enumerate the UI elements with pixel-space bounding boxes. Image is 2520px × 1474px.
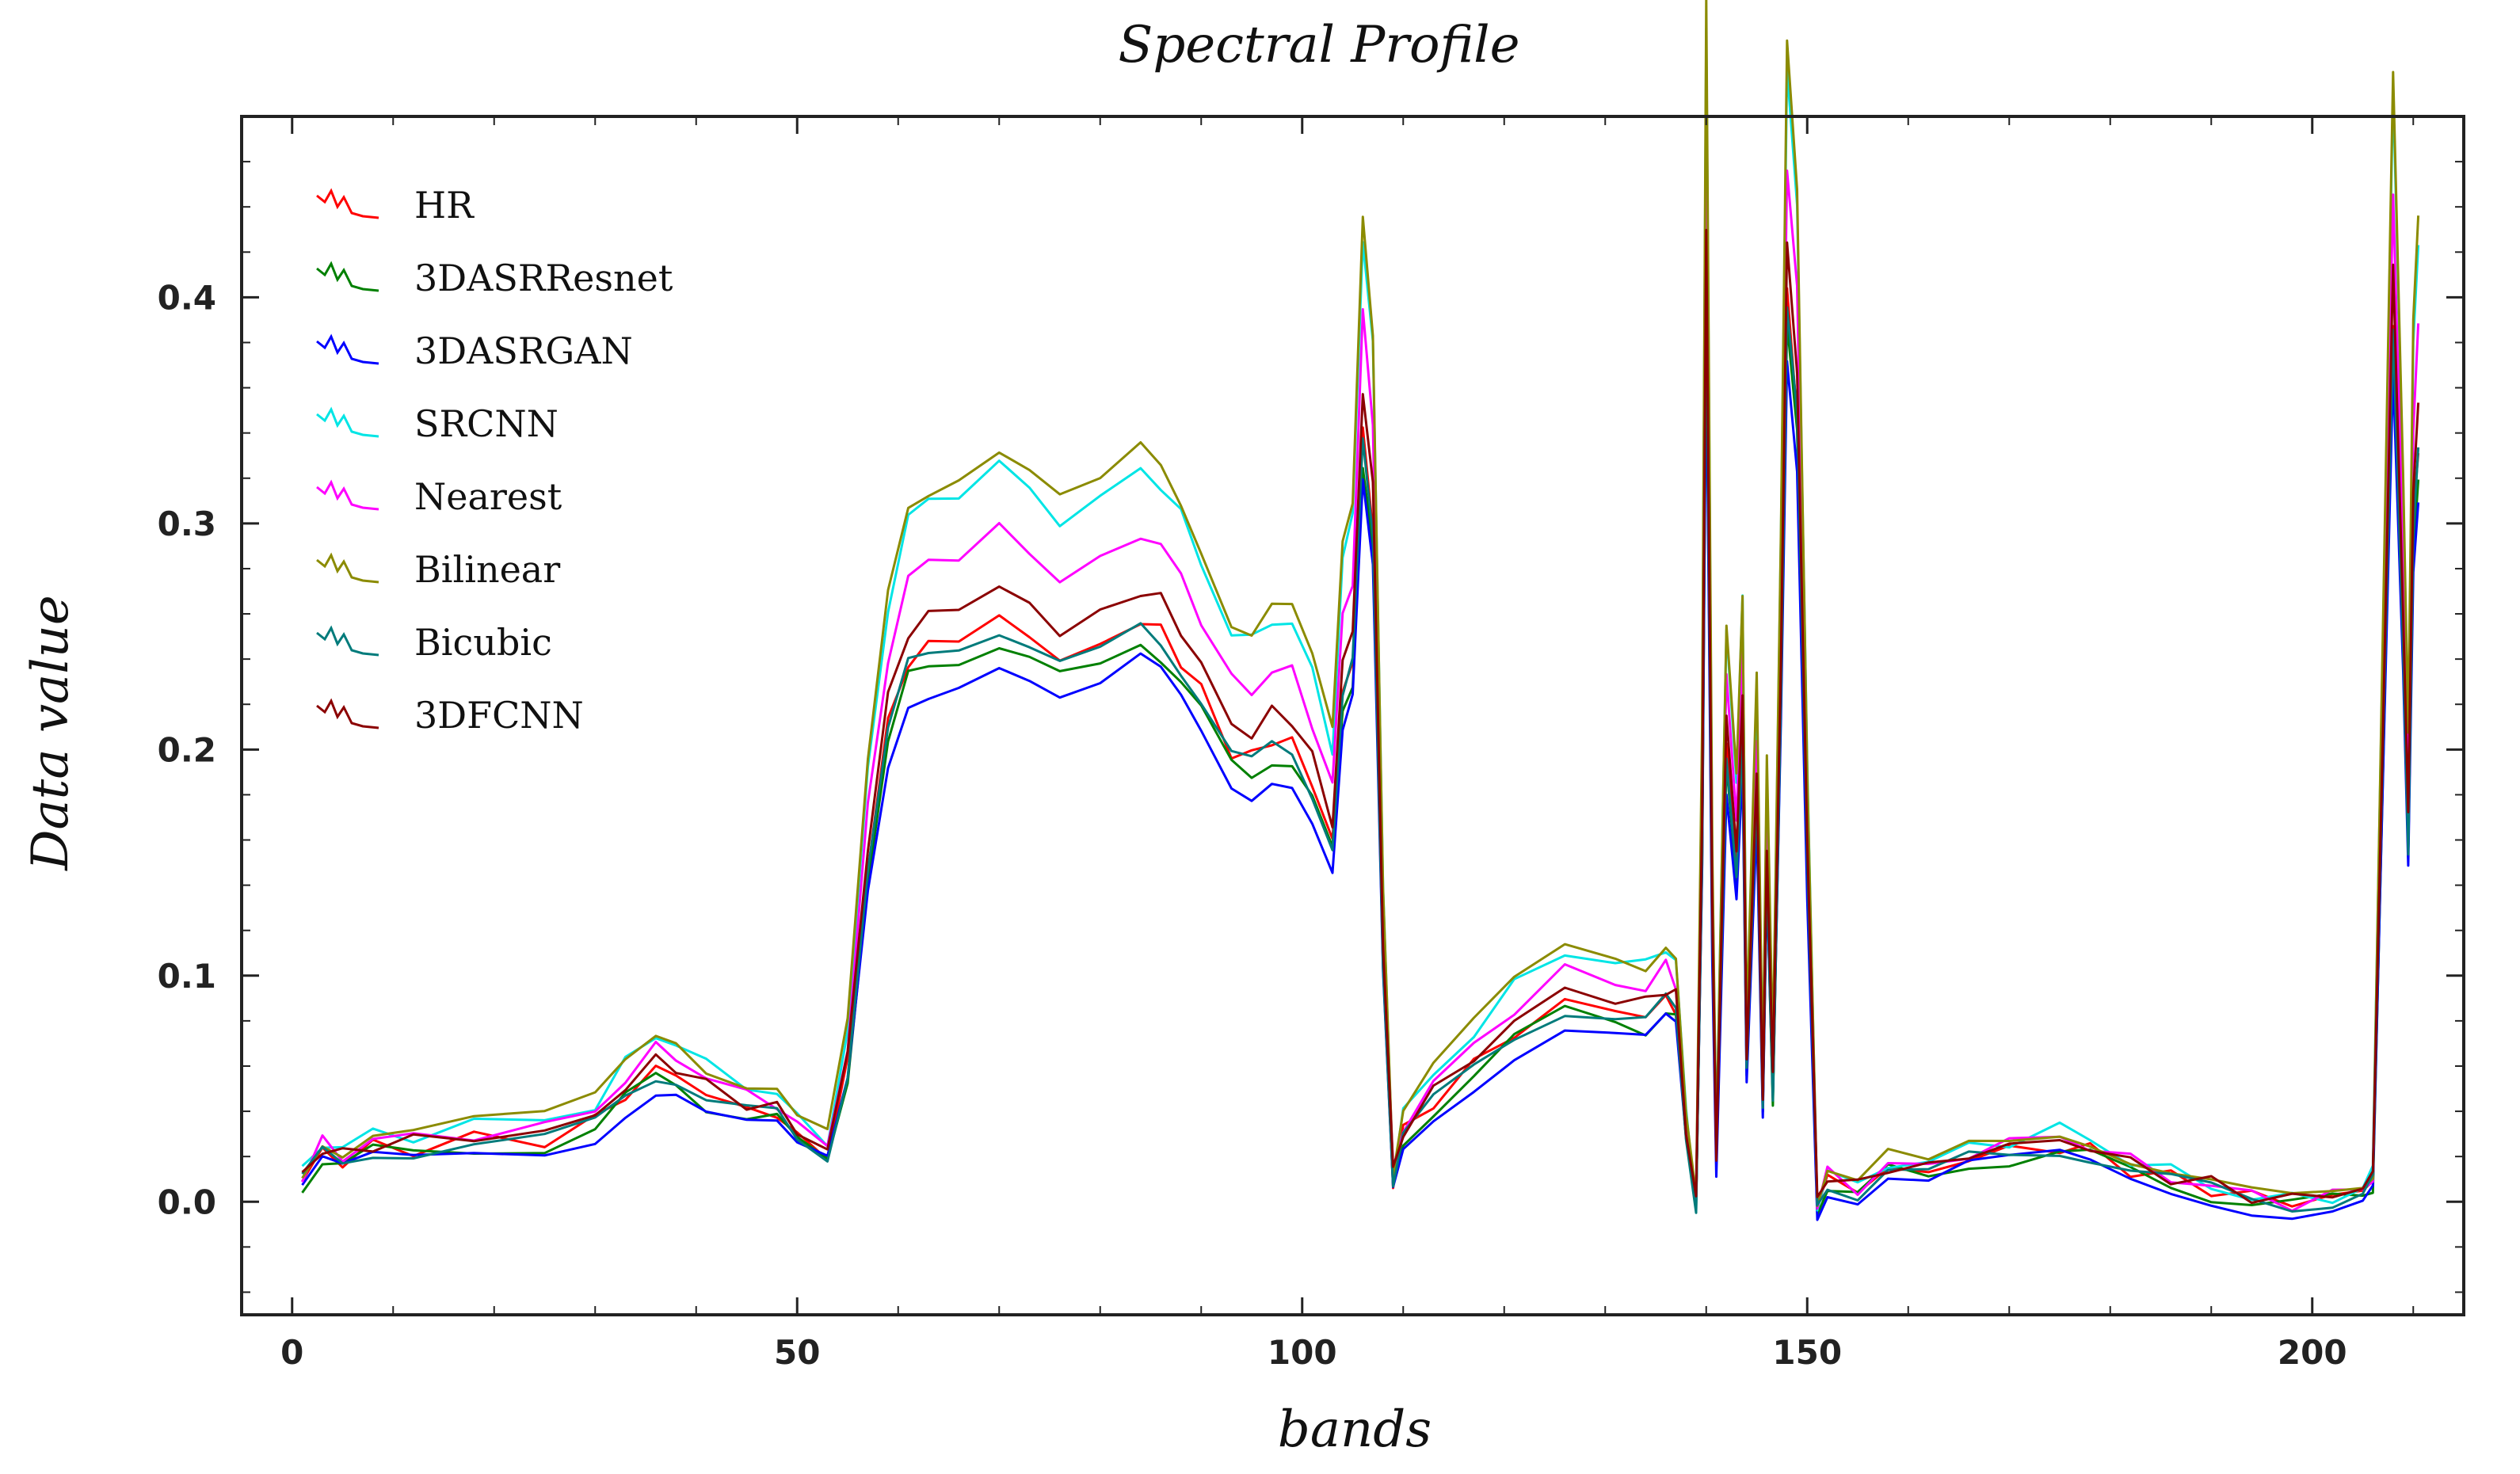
y-axis-label: Data value <box>21 595 80 871</box>
series-line-3dfcnn <box>301 228 2420 1205</box>
y-tick-label: 0.4 <box>158 278 216 317</box>
y-tick-label: 0.1 <box>158 957 216 996</box>
legend-swatch <box>316 261 379 292</box>
x-tick-label: 200 <box>2278 1333 2347 1372</box>
x-tick-label: 150 <box>1772 1333 1842 1372</box>
legend-label: 3DFCNN <box>414 694 584 737</box>
legend-label: SRCNN <box>414 402 559 445</box>
plot-frame <box>240 115 2465 1316</box>
legend-label: 3DASRResnet <box>414 257 673 299</box>
y-tick-label: 0.3 <box>158 505 216 543</box>
x-tick-label: 50 <box>774 1333 820 1372</box>
y-tick-label: 0.0 <box>158 1183 216 1221</box>
legend-swatch <box>316 552 379 584</box>
series-line-hr <box>301 282 2420 1212</box>
legend-label: Bilinear <box>414 548 560 591</box>
x-axis-label: bands <box>1278 1400 1432 1459</box>
x-axis: 0 50 100 150 200 <box>280 116 2415 1372</box>
y-tick-label: 0.2 <box>158 730 216 769</box>
x-tick-label: 0 <box>280 1333 303 1372</box>
legend-label: Bicubic <box>414 621 552 664</box>
legend-label: 3DASRGAN <box>414 329 633 372</box>
legend-swatch <box>316 625 379 657</box>
legend-label: Nearest <box>414 475 562 518</box>
legend-swatch <box>316 479 379 511</box>
series-line-bilinear <box>301 0 2420 1207</box>
legend-swatch <box>316 698 379 729</box>
chart-title: Spectral Profile <box>1118 16 1519 74</box>
series-line-srcnn <box>301 27 2420 1212</box>
plot-area <box>301 0 2420 1221</box>
legend-swatch <box>316 406 379 438</box>
x-tick-label: 100 <box>1268 1333 1337 1372</box>
legend-label: HR <box>414 184 475 227</box>
y-axis: 0.0 0.1 0.2 0.3 0.4 <box>158 161 2464 1293</box>
series-line-bicubic <box>301 282 2420 1214</box>
legend: HR 3DASRResnet 3DASRGAN SRCNN Nearest Bilinea… <box>316 184 673 737</box>
legend-swatch <box>316 333 379 365</box>
legend-swatch <box>316 188 379 219</box>
